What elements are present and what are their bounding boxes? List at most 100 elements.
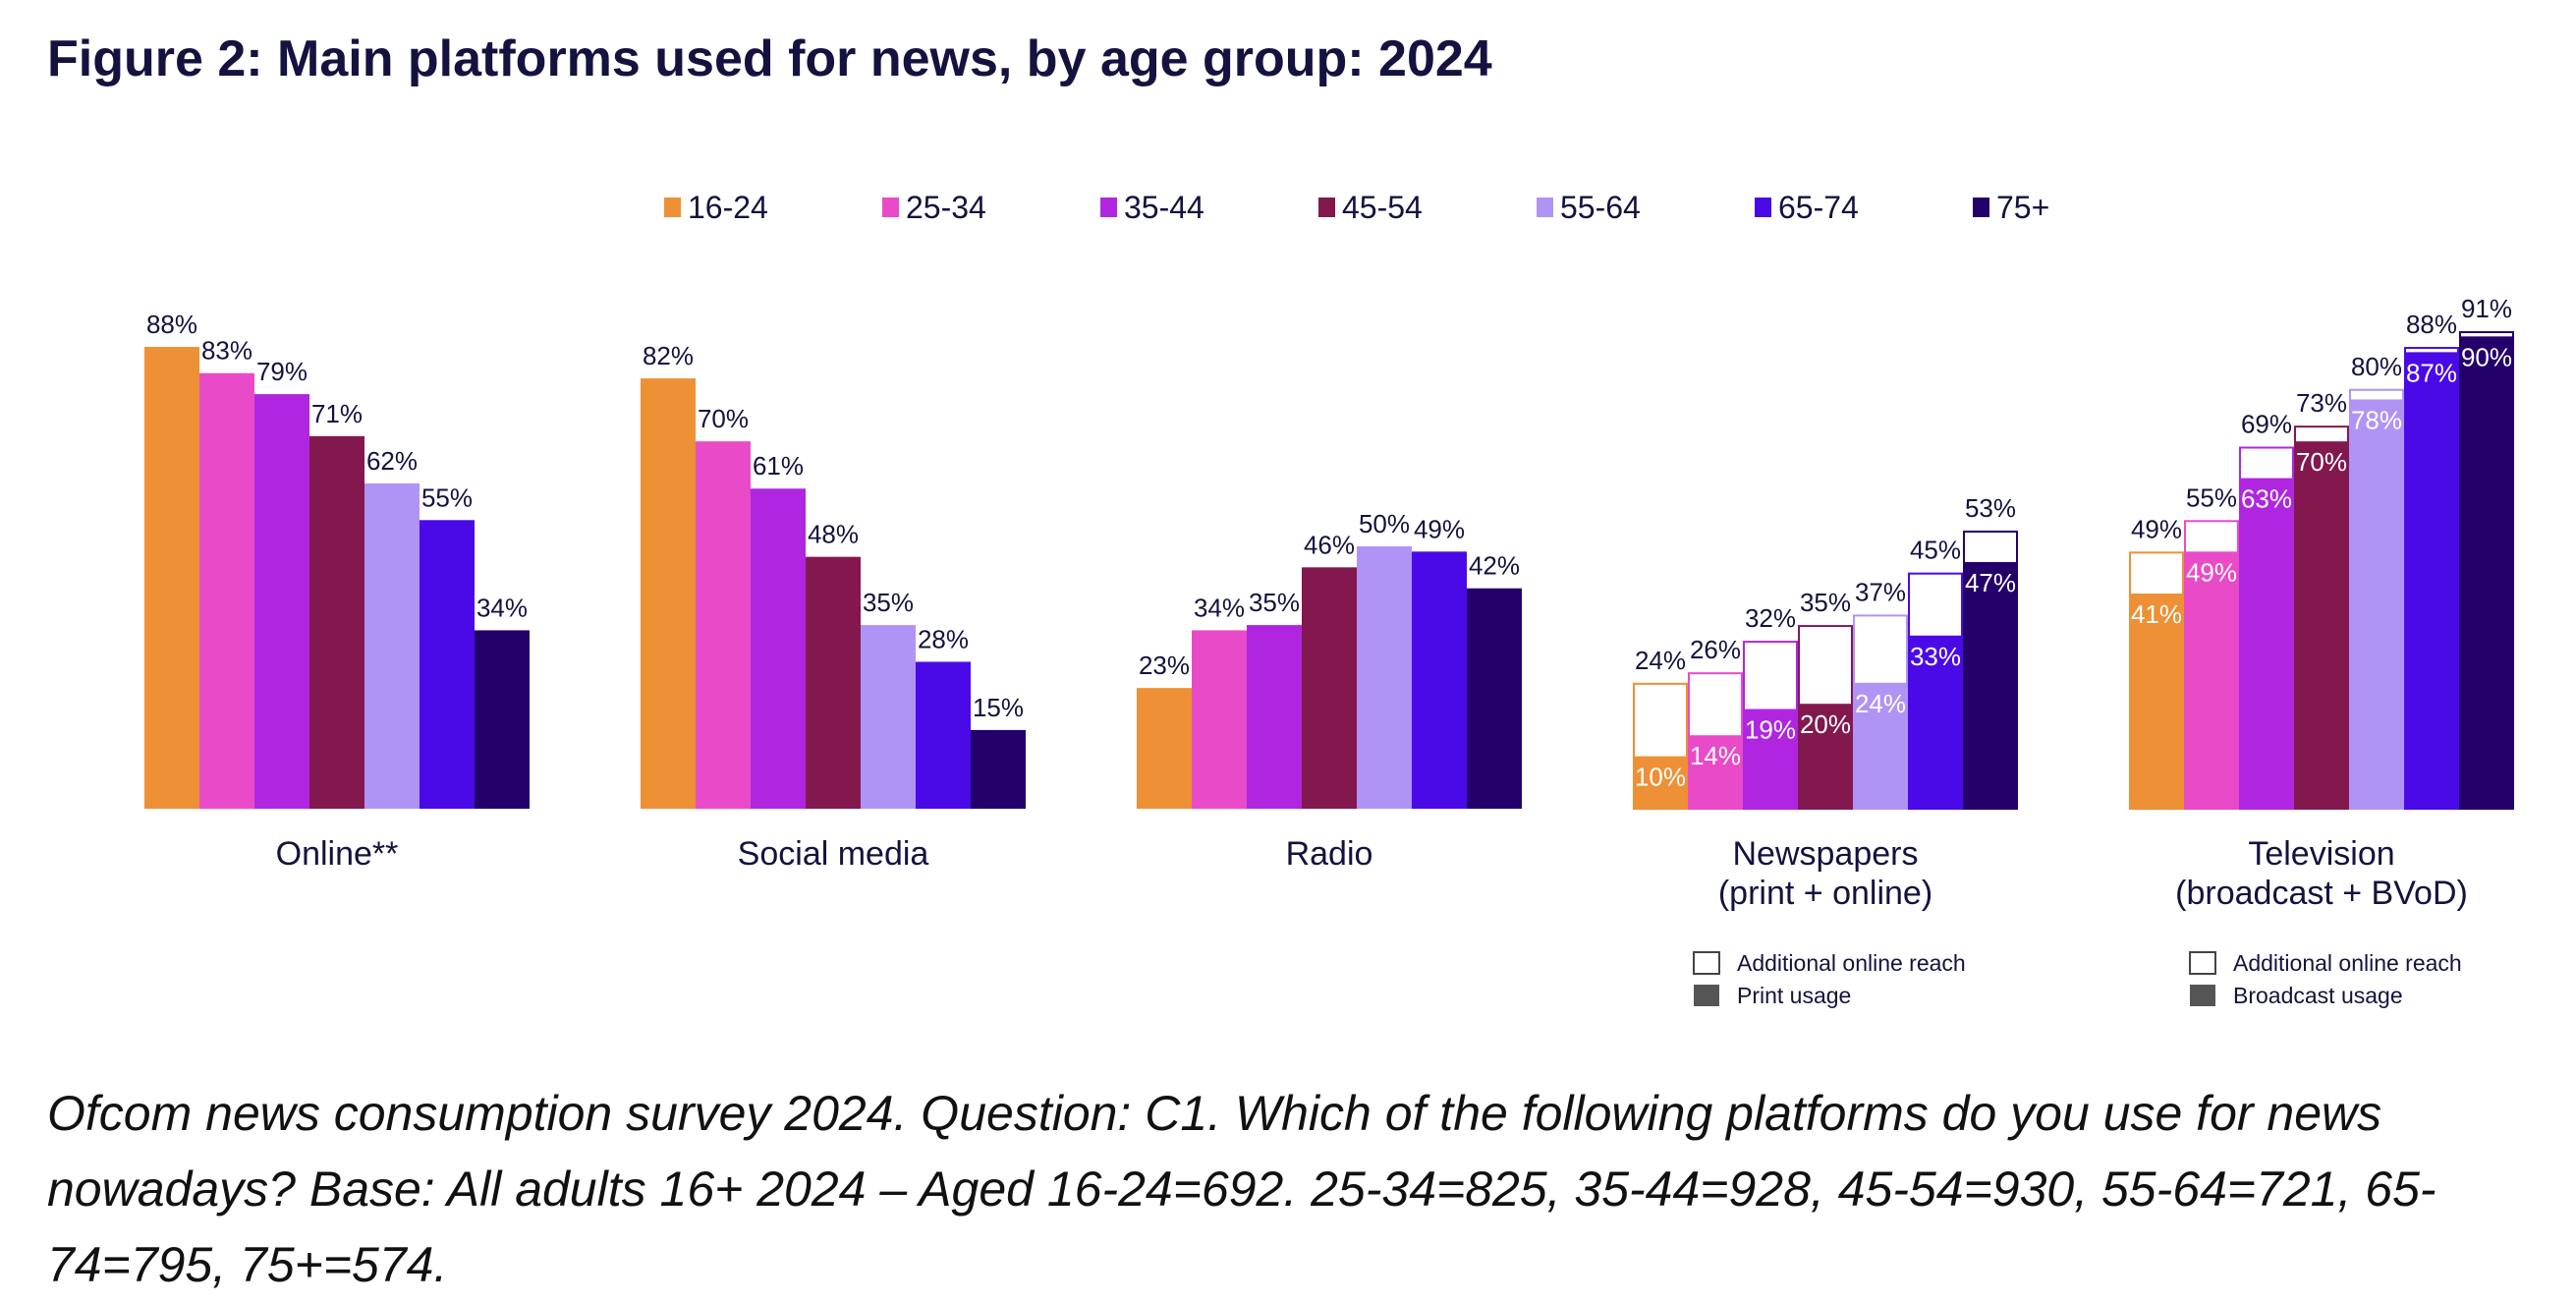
legend-swatch-45-54 [1318, 198, 1335, 217]
value-label-3-1: 26% [1690, 635, 1741, 664]
legend-swatch-25-34 [882, 198, 899, 217]
value-label-1-2: 61% [753, 451, 804, 481]
bar-0-4 [364, 482, 420, 809]
bar-1-1 [696, 441, 751, 809]
legend-swatch-16-24 [664, 198, 681, 217]
bar-inner-4-4 [2349, 399, 2404, 809]
value-label-2-4: 50% [1359, 509, 1410, 538]
inner-label-4-5: 87% [2406, 358, 2457, 387]
inner-label-4-4: 78% [2351, 405, 2402, 434]
value-label-4-2: 69% [2241, 410, 2292, 439]
bar-inner-3-5 [1908, 635, 1963, 809]
category-label-1: Social media [738, 835, 929, 873]
chart-caption: Ofcom news consumption survey 2024. Ques… [47, 1086, 2436, 1292]
value-label-0-5: 55% [421, 482, 473, 512]
category-label-3: Newspapers [1733, 835, 1919, 873]
legend-swatch-65-74 [1755, 198, 1771, 217]
bar-1-6 [971, 729, 1026, 809]
value-label-4-4: 80% [2351, 352, 2402, 381]
value-label-1-5: 28% [918, 624, 969, 653]
value-label-1-6: 15% [973, 693, 1024, 722]
value-label-2-2: 35% [1249, 588, 1300, 617]
value-label-1-3: 48% [808, 520, 859, 549]
value-label-0-3: 71% [311, 399, 363, 428]
legend-swatch-75+ [1973, 198, 1989, 217]
value-label-2-1: 34% [1194, 593, 1245, 622]
bar-2-5 [1412, 551, 1467, 809]
inner-label-4-2: 63% [2241, 484, 2292, 514]
value-label-0-0: 88% [146, 310, 197, 339]
inner-label-3-2: 19% [1745, 715, 1796, 745]
bar-inner-3-6 [1963, 562, 2018, 809]
value-label-1-4: 35% [863, 588, 914, 617]
bar-0-6 [475, 630, 530, 809]
legend-label-65-74: 65-74 [1778, 190, 1859, 225]
bar-inner-3-0 [1633, 756, 1688, 809]
sub-legend-label-4-1: Broadcast usage [2233, 983, 2403, 1008]
sub-legend-swatch-3-1 [1694, 985, 1719, 1006]
inner-label-3-4: 24% [1855, 689, 1906, 718]
sub-legend-swatch-4-1 [2190, 985, 2215, 1006]
bar-2-1 [1192, 630, 1247, 809]
value-label-3-3: 35% [1800, 588, 1851, 617]
bar-0-1 [199, 372, 254, 809]
sub-legend-swatch-3-0 [1693, 951, 1720, 975]
sub-legend-label-3-1: Print usage [1737, 983, 1851, 1008]
bar-inner-4-1 [2184, 551, 2239, 809]
bar-1-5 [916, 661, 971, 809]
inner-label-4-6: 90% [2461, 342, 2512, 371]
value-label-0-6: 34% [476, 593, 528, 622]
legend-label-55-64: 55-64 [1560, 190, 1641, 225]
value-label-4-5: 88% [2406, 310, 2457, 339]
category-label-3: (print + online) [1718, 875, 1932, 912]
legend-label-35-44: 35-44 [1124, 190, 1204, 225]
value-label-4-3: 73% [2296, 388, 2347, 418]
bar-inner-4-6 [2459, 336, 2514, 809]
bar-inner-3-1 [1688, 735, 1743, 809]
legend-swatch-35-44 [1100, 198, 1117, 217]
legend-swatch-55-64 [1537, 198, 1553, 217]
bar-inner-4-2 [2239, 478, 2294, 809]
value-label-3-6: 53% [1965, 493, 2016, 523]
inner-label-3-1: 14% [1690, 741, 1741, 770]
legend-label-16-24: 16-24 [688, 190, 768, 225]
bar-2-3 [1302, 567, 1357, 809]
value-label-2-0: 23% [1139, 651, 1190, 680]
bar-0-3 [309, 435, 364, 809]
legend-label-45-54: 45-54 [1342, 190, 1423, 225]
sub-legend-label-3-0: Additional online reach [1737, 950, 1966, 976]
category-label-0: Online** [276, 835, 399, 873]
value-label-2-5: 49% [1414, 514, 1465, 543]
legend-label-25-34: 25-34 [906, 190, 986, 225]
inner-label-3-0: 10% [1635, 763, 1686, 792]
inner-label-4-3: 70% [2296, 447, 2347, 477]
value-label-4-0: 49% [2131, 514, 2182, 543]
value-label-3-5: 45% [1910, 536, 1961, 565]
value-label-0-1: 83% [201, 336, 252, 366]
category-label-4: (broadcast + BVoD) [2175, 875, 2468, 912]
bar-0-0 [144, 347, 199, 809]
value-label-4-6: 91% [2461, 294, 2512, 323]
category-label-4: Television [2248, 835, 2394, 873]
bar-inner-4-5 [2404, 352, 2459, 809]
bar-1-3 [806, 556, 861, 809]
value-label-3-2: 32% [1745, 603, 1796, 633]
bar-1-4 [861, 625, 916, 809]
category-label-2: Radio [1286, 835, 1373, 873]
inner-label-4-1: 49% [2186, 557, 2237, 587]
sub-legend-swatch-4-0 [2189, 951, 2216, 975]
legend-label-75+: 75+ [1996, 190, 2049, 225]
value-label-0-4: 62% [366, 446, 418, 476]
bar-inner-4-0 [2129, 594, 2184, 809]
inner-label-3-6: 47% [1965, 568, 2016, 597]
bar-2-0 [1137, 688, 1192, 809]
inner-label-3-3: 20% [1800, 709, 1851, 739]
bar-0-5 [420, 520, 475, 809]
inner-label-4-0: 41% [2131, 599, 2182, 629]
bar-2-2 [1247, 625, 1302, 809]
bar-1-0 [641, 378, 696, 809]
value-label-3-4: 37% [1855, 577, 1906, 606]
value-label-0-2: 79% [256, 357, 308, 386]
bar-inner-4-3 [2294, 441, 2349, 809]
